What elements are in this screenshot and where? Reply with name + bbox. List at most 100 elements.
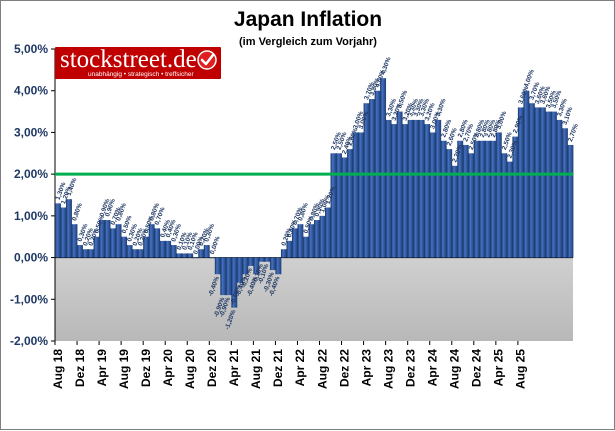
- plot-area-negative: [55, 257, 573, 341]
- bar: [55, 203, 61, 258]
- bar: [269, 257, 276, 271]
- bar: [506, 161, 513, 258]
- bar: [440, 140, 447, 258]
- x-tick-label: Dez 19: [139, 349, 153, 387]
- bar: [391, 124, 398, 258]
- bar: [550, 111, 557, 258]
- bar: [347, 149, 353, 258]
- bar: [380, 78, 387, 258]
- bar: [501, 153, 508, 258]
- x-tick-label: Dez 24: [470, 349, 484, 387]
- bar: [561, 128, 568, 258]
- bar: [66, 199, 72, 258]
- bar: [512, 136, 519, 258]
- bar: [413, 119, 420, 258]
- bar: [402, 124, 409, 258]
- bar: [429, 132, 436, 258]
- chart-title: Japan Inflation: [234, 8, 382, 31]
- bar: [418, 119, 425, 258]
- y-tick-label: 3,00%: [14, 125, 48, 139]
- bar: [110, 228, 117, 258]
- bar-series: [55, 78, 574, 308]
- x-tick-label: Apr 23: [359, 349, 373, 387]
- bar: [148, 224, 155, 258]
- bar: [137, 249, 144, 258]
- y-tick-label: 5,00%: [14, 42, 48, 56]
- bar: [291, 228, 298, 258]
- bar: [253, 257, 260, 275]
- bar: [539, 107, 546, 258]
- bar: [198, 249, 205, 258]
- bar: [242, 257, 249, 275]
- bar: [325, 207, 331, 258]
- bar: [363, 103, 370, 258]
- x-axis-ticks: Aug 18 Dez 18 Apr 19 Aug 19 Dez 19 Apr 20 Aug …: [51, 341, 528, 389]
- bar: [446, 149, 453, 258]
- bar: [126, 245, 133, 258]
- bar: [280, 249, 287, 258]
- x-tick-label: Dez 20: [205, 349, 219, 387]
- bar: [435, 119, 442, 258]
- bar: [209, 257, 216, 259]
- bar: [159, 240, 166, 258]
- bar: [88, 249, 94, 258]
- x-tick-label: Dez 18: [73, 349, 87, 387]
- y-tick-label: 1,00%: [14, 209, 48, 223]
- bar: [369, 99, 376, 258]
- bar: [341, 157, 348, 258]
- bar: [358, 132, 364, 258]
- bar: [545, 111, 552, 258]
- bar: [336, 153, 342, 258]
- bar: [396, 111, 403, 258]
- bar: [258, 257, 265, 262]
- y-axis-ticks: 5,00% 4,00% 3,00% 2,00% 1,00% 0,00% -1,00% -2,0…: [10, 42, 55, 348]
- bar: [330, 153, 337, 258]
- bar: [484, 140, 491, 258]
- bar: [556, 119, 563, 258]
- bar: [495, 132, 502, 258]
- bar: [93, 236, 100, 258]
- x-tick-label: Aug 23: [381, 349, 395, 389]
- bar: [176, 253, 183, 258]
- stockstreet-logo: stockstreet.de unabhängig • strategisch …: [55, 46, 221, 79]
- x-tick-label: Apr 21: [227, 349, 241, 387]
- bar: [424, 124, 431, 258]
- bar: [170, 245, 177, 258]
- x-tick-label: Aug 18: [51, 349, 65, 389]
- bar: [302, 236, 309, 258]
- y-tick-label: 4,00%: [14, 84, 48, 98]
- bar: [220, 257, 227, 296]
- bar: [187, 253, 194, 258]
- bar: [451, 165, 458, 258]
- chart-subtitle: (im Vergleich zum Vorjahr): [239, 36, 377, 48]
- bar: [236, 257, 243, 283]
- x-tick-label: Aug 19: [117, 349, 131, 389]
- bar: [314, 220, 320, 258]
- y-tick-label: 2,00%: [14, 167, 48, 181]
- bar: [473, 140, 480, 258]
- bar: [567, 144, 574, 258]
- x-tick-label: Dez 23: [403, 349, 417, 387]
- bar: [479, 140, 486, 258]
- bar: [457, 140, 464, 258]
- bar: [225, 257, 232, 296]
- x-tick-label: Dez 21: [271, 349, 285, 387]
- bar: [462, 144, 469, 258]
- bar: [352, 132, 359, 258]
- bar: [165, 240, 172, 258]
- bar: [143, 236, 150, 258]
- x-tick-label: Aug 22: [315, 349, 329, 389]
- x-tick-label: Dez 22: [337, 349, 351, 387]
- bar: [528, 103, 535, 258]
- x-tick-label: Apr 25: [492, 349, 506, 387]
- bar: [104, 220, 111, 258]
- x-tick-label: Aug 24: [448, 349, 462, 389]
- x-tick-label: Apr 24: [425, 349, 439, 387]
- bar: [214, 257, 221, 275]
- bar: [203, 245, 210, 258]
- bar: [490, 140, 497, 258]
- y-tick-label: -2,00%: [10, 334, 48, 348]
- y-tick-label: -1,00%: [10, 292, 48, 306]
- checkmark-icon: [197, 50, 217, 70]
